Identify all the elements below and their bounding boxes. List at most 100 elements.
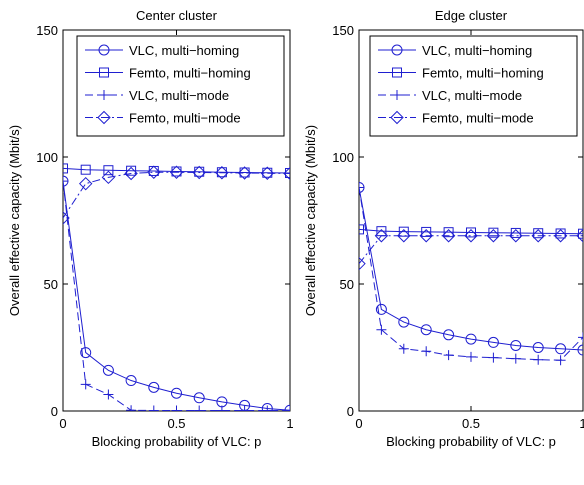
data-point-plus <box>488 352 499 363</box>
data-point-circle <box>171 387 182 399</box>
series-line-square <box>359 228 583 235</box>
data-point-diamond <box>486 229 501 243</box>
series-layer <box>63 163 290 411</box>
data-point-circle <box>261 402 273 411</box>
data-point-plus <box>443 350 454 361</box>
legend-box <box>369 35 578 137</box>
data-point-square <box>194 166 205 177</box>
y-tick-label: 100 <box>36 150 58 165</box>
data-point-square <box>488 227 499 238</box>
series-line-circle <box>359 187 583 351</box>
data-point-plus <box>533 354 544 365</box>
data-point-diamond <box>441 229 456 243</box>
data-point-plus <box>555 355 566 366</box>
data-point-circle <box>465 333 477 345</box>
data-point-plus <box>262 405 273 411</box>
chart-panel-2: Edge cluster 0 50 100 150 0 0.5 1 Blocking proba… <box>303 8 584 449</box>
x-tick-label: 0 <box>59 416 66 431</box>
data-point-plus <box>376 324 387 335</box>
series-line-circle <box>63 181 290 411</box>
data-point-circle <box>532 342 544 353</box>
data-point-diamond <box>124 166 138 181</box>
legend-entry-label: VLC, multi−mode <box>422 88 522 103</box>
legend: VLC, multi−homing Femto, multi−homing VLC,… <box>369 35 578 137</box>
legend-entry-label: Femto, multi−homing <box>422 66 544 81</box>
legend-entry-label: VLC, multi−homing <box>422 43 532 58</box>
data-point-circle <box>577 344 583 356</box>
y-tick-label: 0 <box>347 404 354 419</box>
data-point-plus <box>398 343 409 354</box>
data-point-square <box>80 164 91 175</box>
data-point-diamond <box>419 229 433 243</box>
y-tick-label: 50 <box>340 277 354 292</box>
data-point-plus <box>578 332 583 343</box>
data-point-circle <box>375 303 387 315</box>
legend-entry-label: VLC, multi−mode <box>129 88 229 103</box>
data-point-plus <box>171 405 182 411</box>
legend-entry-label: Femto, multi−homing <box>129 66 251 81</box>
data-point-square <box>510 227 521 238</box>
y-tick-label: 150 <box>36 23 58 38</box>
y-tick-label: 100 <box>332 150 354 165</box>
data-point-diamond <box>237 166 252 180</box>
data-point-square <box>359 224 364 235</box>
data-point-diamond <box>147 165 161 179</box>
y-tick-label: 0 <box>51 404 58 419</box>
data-point-square <box>533 228 544 239</box>
x-tick-label: 0.5 <box>462 416 480 431</box>
data-point-circle <box>193 392 205 404</box>
x-axis-label: Blocking probability of VLC: p <box>92 434 262 449</box>
data-point-plus <box>194 405 205 411</box>
chart-title: Center cluster <box>136 8 218 23</box>
data-point-circle <box>555 343 567 355</box>
data-point-circle <box>443 329 455 341</box>
data-point-square <box>555 228 566 239</box>
x-tick-label: 0.5 <box>167 416 185 431</box>
data-point-diamond <box>260 166 275 180</box>
data-point-diamond <box>531 229 545 243</box>
data-point-plus <box>421 346 432 357</box>
data-point-square <box>466 227 476 238</box>
series-line-square <box>63 167 290 174</box>
legend: VLC, multi−homing Femto, multi−homing VLC,… <box>76 35 285 137</box>
legend-entry-label: Femto, multi−mode <box>422 111 534 126</box>
data-point-circle <box>487 336 499 348</box>
data-point-plus <box>285 405 290 411</box>
data-point-diamond <box>359 256 366 271</box>
chart-title: Edge cluster <box>435 8 508 23</box>
x-axis-label: Blocking probability of VLC: p <box>386 434 556 449</box>
series-line-diamond <box>359 235 583 264</box>
data-point-plus <box>216 405 227 411</box>
data-point-diamond <box>283 166 290 181</box>
legend-entry-label: VLC, multi−homing <box>129 43 239 58</box>
data-point-diamond <box>464 229 478 243</box>
data-point-diamond <box>63 211 70 225</box>
data-point-square <box>63 163 68 174</box>
data-point-diamond <box>509 229 523 243</box>
data-point-circle <box>510 339 522 351</box>
series-line-diamond <box>63 171 290 219</box>
data-point-square <box>171 166 182 177</box>
y-tick-label: 50 <box>44 277 58 292</box>
legend-box <box>76 35 285 137</box>
data-point-diamond <box>576 229 583 243</box>
data-point-plus <box>80 379 91 390</box>
x-tick-label: 1 <box>286 416 293 431</box>
legend-marker-circle <box>391 44 403 56</box>
data-point-square <box>216 167 227 178</box>
legend-marker-circle <box>98 44 110 56</box>
series-layer <box>359 181 583 366</box>
data-point-diamond <box>101 170 116 185</box>
y-tick-label: 150 <box>332 23 354 38</box>
legend-entry-label: Femto, multi−mode <box>129 111 241 126</box>
data-point-plus <box>148 405 159 411</box>
data-point-diamond <box>169 165 184 179</box>
legend-marker-square <box>99 67 109 78</box>
data-point-square <box>126 165 137 176</box>
data-point-circle <box>125 375 137 387</box>
data-point-plus <box>466 351 476 362</box>
data-point-plus <box>63 176 68 187</box>
data-point-circle <box>102 364 114 376</box>
data-point-plus <box>510 353 521 364</box>
